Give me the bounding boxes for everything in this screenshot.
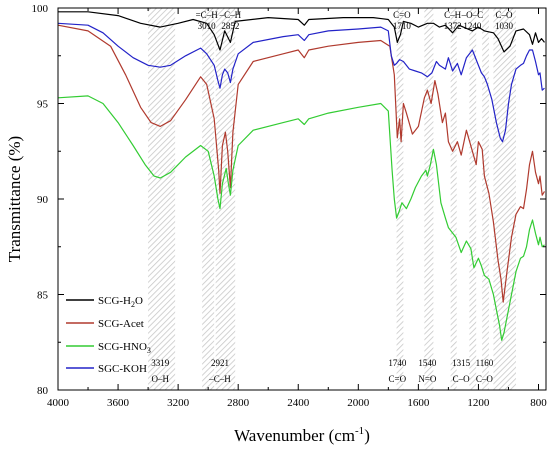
- annotation-top-label: =C–H: [196, 10, 219, 20]
- x-axis-label-main: Wavenumber (cm: [234, 426, 355, 445]
- axis-ticks: 4000 3600 3200 2800 2400 2000 1600 1200 800 80 85 9…: [32, 3, 548, 409]
- hatched-band: [450, 8, 457, 390]
- series-line: [57, 24, 546, 303]
- legend: SCG-H2O SCG-Acet SCG-HNO3 SGC-KOH: [66, 295, 151, 375]
- annotation-bottom-label: 1740: [388, 358, 407, 368]
- hatched-band: [424, 8, 434, 390]
- legend-label: SCG-H2O: [98, 295, 143, 309]
- x-tick-label: 800: [530, 397, 547, 409]
- annotation-bottom-label: O–H: [152, 374, 170, 384]
- annotation-top-label: 1030: [495, 21, 514, 31]
- annotation-top-label: 1240: [463, 21, 482, 31]
- hatched-band: [482, 8, 489, 390]
- x-tick-label: 2800: [227, 397, 250, 409]
- x-axis-label: Wavenumber (cm-1): [234, 425, 370, 445]
- annotation-top-label: C–H: [444, 10, 462, 20]
- annotation-bottom-label: –C–H: [208, 374, 231, 384]
- annotation-bottom-label: 1160: [476, 358, 494, 368]
- annotation-bottom-label: 1315: [452, 358, 471, 368]
- x-tick-label: 4000: [47, 397, 70, 409]
- series-line: [58, 11, 545, 53]
- band-annotations: =C–H3010–C–H2852C=O1710C–H1372–O–C1240C–…: [151, 10, 513, 384]
- annotation-bottom-label: N=O: [418, 374, 437, 384]
- annotation-bottom-label: 3319: [151, 358, 170, 368]
- annotation-top-label: 2852: [221, 21, 239, 31]
- x-axis-label-sup: -1: [355, 425, 364, 437]
- annotation-top-label: C=O: [393, 10, 411, 20]
- series-line: [57, 22, 545, 143]
- series-lines: [57, 11, 546, 341]
- annotation-bottom-label: C–O: [476, 374, 494, 384]
- y-tick-label: 95: [37, 99, 49, 111]
- hatched-bands: [148, 8, 516, 390]
- annotation-bottom-label: 2921: [211, 358, 229, 368]
- y-tick-label: 85: [37, 290, 49, 302]
- x-tick-label: 1200: [467, 397, 490, 409]
- annotation-bottom-label: C=O: [389, 374, 407, 384]
- legend-label: SGC-KOH: [98, 363, 147, 375]
- annotation-top-label: 1372: [444, 21, 462, 31]
- x-tick-label: 3200: [167, 397, 190, 409]
- hatched-band: [148, 8, 176, 390]
- hatched-band: [469, 8, 477, 390]
- annotation-top-label: –O–C: [461, 10, 484, 20]
- y-tick-label: 90: [37, 194, 49, 206]
- x-tick-label: 2400: [287, 397, 310, 409]
- annotation-top-label: 1710: [393, 21, 412, 31]
- x-tick-label: 1600: [407, 397, 430, 409]
- annotation-top-label: –C–H: [219, 10, 242, 20]
- x-axis-label-end: ): [364, 426, 370, 445]
- x-tick-label: 3600: [107, 397, 130, 409]
- annotation-top-label: C–O: [495, 10, 513, 20]
- hatched-band: [202, 8, 215, 390]
- hatched-band: [396, 8, 404, 390]
- hatched-band: [215, 8, 236, 390]
- x-tick-label: 2000: [347, 397, 370, 409]
- legend-label: SCG-HNO3: [98, 341, 151, 355]
- y-tick-label: 80: [37, 385, 49, 397]
- legend-label: SCG-Acet: [98, 318, 144, 330]
- annotation-bottom-label: C–O: [453, 374, 471, 384]
- annotation-top-label: 3010: [198, 21, 217, 31]
- hatched-band: [493, 8, 516, 390]
- y-tick-label: 100: [32, 3, 49, 15]
- y-axis-label: Transmittance (%): [5, 136, 24, 262]
- series-line: [57, 95, 545, 341]
- annotation-bottom-label: 1540: [418, 358, 437, 368]
